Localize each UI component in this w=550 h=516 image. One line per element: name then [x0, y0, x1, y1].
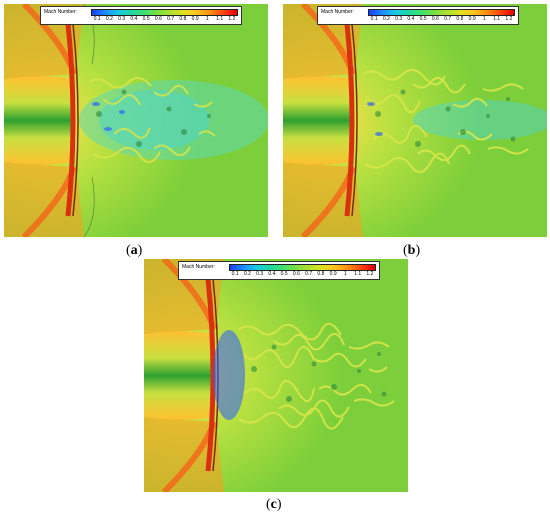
colorbar-ticks: 0.1 0.2 0.3 0.4 0.5 0.6 0.7 0.8 0.9 1 1.1 1.2 — [91, 16, 238, 22]
panel-a: Mach Number: 0.1 0.2 0.3 0.4 0.5 0.6 0.7 0.8 0.9… — [4, 4, 268, 237]
mach-legend-c: Mach Number: 0.1 0.2 0.3 0.4 0.5 0.6 0.7 0.8 0.9… — [178, 261, 380, 280]
caption-a: (a) — [126, 243, 143, 258]
colorbar-tick-label: 0.8 — [456, 16, 464, 22]
colorbar-tick-label: 0.7 — [305, 271, 313, 277]
colorbar-tick-label: 0.1 — [370, 16, 378, 22]
colorbar-tick-label: 1.2 — [366, 271, 374, 277]
colorbar-tick-label: 0.2 — [243, 271, 251, 277]
colorbar-tick-label: 0.4 — [130, 16, 138, 22]
flow-field-c — [144, 259, 408, 492]
colorbar — [229, 264, 376, 271]
flow-field-a — [4, 4, 268, 237]
colorbar-ticks: 0.1 0.2 0.3 0.4 0.5 0.6 0.7 0.8 0.9 1 1.1 1.2 — [229, 271, 376, 277]
colorbar-tick-label: 1.2 — [505, 16, 513, 22]
colorbar-ticks: 0.1 0.2 0.3 0.4 0.5 0.6 0.7 0.8 0.9 1 1.1 1.2 — [368, 16, 515, 22]
colorbar-tick-label: 1.1 — [493, 16, 501, 22]
colorbar-tick-label: 0.1 — [93, 16, 101, 22]
colorbar-tick-label: 0.3 — [118, 16, 126, 22]
legend-title: Mach Number: — [44, 9, 77, 15]
mach-legend-a: Mach Number: 0.1 0.2 0.3 0.4 0.5 0.6 0.7 0.8 0.9… — [40, 6, 242, 25]
colorbar-tick-label: 0.3 — [395, 16, 403, 22]
colorbar-tick-label: 1.2 — [228, 16, 236, 22]
colorbar-tick-label: 0.1 — [231, 271, 239, 277]
colorbar-tick-label: 0.2 — [105, 16, 113, 22]
colorbar-tick-label: 0.8 — [317, 271, 325, 277]
caption-c: (c) — [266, 497, 282, 512]
colorbar-tick-label: 0.9 — [191, 16, 199, 22]
colorbar-tick-label: 0.5 — [280, 271, 288, 277]
colorbar-tick-label: 1 — [482, 16, 486, 22]
caption-b: (b) — [403, 243, 421, 258]
colorbar-tick-label: 0.9 — [329, 271, 337, 277]
legend-title: Mach Number: — [321, 9, 354, 15]
colorbar-tick-label: 1 — [205, 16, 209, 22]
colorbar — [368, 9, 515, 16]
colorbar-tick-label: 0.4 — [268, 271, 276, 277]
colorbar-tick-label: 1.1 — [354, 271, 362, 277]
flow-field-b — [283, 4, 547, 237]
legend-title: Mach Number: — [182, 264, 215, 270]
colorbar — [91, 9, 238, 16]
colorbar-tick-label: 0.8 — [179, 16, 187, 22]
colorbar-tick-label: 0.6 — [154, 16, 162, 22]
colorbar-tick-label: 0.2 — [382, 16, 390, 22]
colorbar-tick-label: 1.1 — [216, 16, 224, 22]
panel-c: Mach Number: 0.1 0.2 0.3 0.4 0.5 0.6 0.7 0.8 0.9… — [144, 259, 408, 492]
colorbar-tick-label: 0.7 — [167, 16, 175, 22]
colorbar-tick-label: 0.7 — [444, 16, 452, 22]
colorbar-tick-label: 0.6 — [431, 16, 439, 22]
colorbar-tick-label: 0.6 — [292, 271, 300, 277]
mach-legend-b: Mach Number: 0.1 0.2 0.3 0.4 0.5 0.6 0.7 0.8 0.9… — [317, 6, 519, 25]
colorbar-tick-label: 0.5 — [142, 16, 150, 22]
colorbar-tick-label: 0.5 — [419, 16, 427, 22]
colorbar-tick-label: 1 — [343, 271, 347, 277]
colorbar-tick-label: 0.4 — [407, 16, 415, 22]
colorbar-tick-label: 0.9 — [468, 16, 476, 22]
colorbar-tick-label: 0.3 — [256, 271, 264, 277]
panel-b: Mach Number: 0.1 0.2 0.3 0.4 0.5 0.6 0.7 0.8 0.9… — [283, 4, 547, 237]
